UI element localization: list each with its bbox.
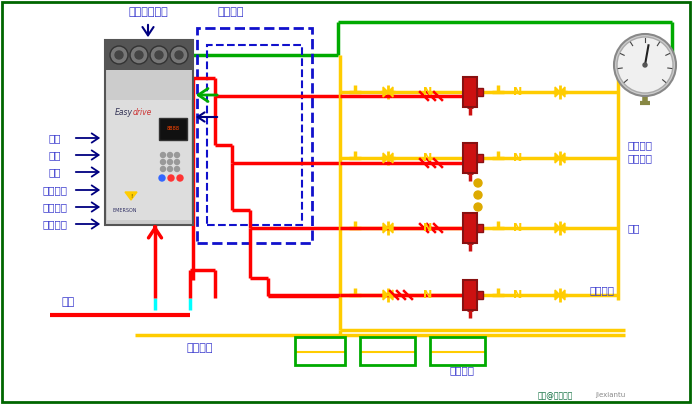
Polygon shape	[383, 223, 393, 233]
Circle shape	[155, 51, 163, 59]
FancyBboxPatch shape	[477, 224, 483, 232]
FancyBboxPatch shape	[477, 88, 483, 96]
Text: 消防: 消防	[48, 167, 62, 177]
Polygon shape	[555, 290, 565, 300]
Circle shape	[174, 152, 179, 158]
FancyBboxPatch shape	[477, 291, 483, 299]
Circle shape	[617, 37, 673, 93]
Text: N: N	[424, 223, 432, 233]
Text: 污水液位: 污水液位	[42, 202, 68, 212]
Polygon shape	[555, 87, 565, 97]
Text: 市电: 市电	[62, 297, 75, 307]
Text: N: N	[513, 87, 522, 97]
Text: 休眠: 休眠	[628, 223, 641, 233]
Polygon shape	[125, 192, 137, 200]
Circle shape	[167, 160, 172, 164]
Text: N: N	[513, 223, 522, 233]
Polygon shape	[383, 153, 393, 163]
Text: 常规供水: 常规供水	[628, 140, 653, 150]
Text: 手动: 手动	[48, 133, 62, 143]
FancyBboxPatch shape	[105, 40, 193, 225]
Circle shape	[174, 160, 179, 164]
FancyBboxPatch shape	[463, 143, 477, 173]
Circle shape	[161, 166, 165, 172]
Text: drive: drive	[133, 108, 152, 117]
Circle shape	[174, 166, 179, 172]
FancyBboxPatch shape	[159, 118, 187, 140]
Polygon shape	[383, 290, 393, 300]
Text: 污水排水: 污水排水	[590, 285, 615, 295]
Circle shape	[643, 63, 647, 67]
Circle shape	[614, 34, 676, 96]
Circle shape	[161, 160, 165, 164]
FancyBboxPatch shape	[463, 280, 477, 310]
Circle shape	[135, 51, 143, 59]
Circle shape	[167, 152, 172, 158]
FancyBboxPatch shape	[105, 40, 193, 70]
FancyBboxPatch shape	[463, 213, 477, 243]
Text: 8888: 8888	[167, 126, 179, 131]
Circle shape	[161, 152, 165, 158]
Text: N: N	[424, 87, 432, 97]
Text: !: !	[130, 194, 132, 200]
Polygon shape	[555, 153, 565, 163]
Text: 压力设定: 压力设定	[42, 219, 68, 229]
FancyBboxPatch shape	[463, 77, 477, 107]
Text: 市政管网: 市政管网	[187, 343, 213, 353]
Text: 污水收集: 污水收集	[450, 365, 475, 375]
Circle shape	[474, 191, 482, 199]
Circle shape	[170, 46, 188, 64]
Text: 压力反馈: 压力反馈	[218, 7, 244, 17]
Text: 消防供水: 消防供水	[628, 153, 653, 163]
Text: 自动: 自动	[48, 150, 62, 160]
Text: 清水液位: 清水液位	[42, 185, 68, 195]
Polygon shape	[555, 223, 565, 233]
Circle shape	[167, 166, 172, 172]
Circle shape	[130, 46, 148, 64]
Circle shape	[150, 46, 168, 64]
Text: 头条@暖通商社: 头条@暖通商社	[537, 391, 573, 400]
Circle shape	[110, 46, 128, 64]
Text: N: N	[424, 153, 432, 163]
Polygon shape	[383, 87, 393, 97]
Text: Easy: Easy	[115, 108, 133, 117]
Circle shape	[168, 175, 174, 181]
Text: N: N	[424, 290, 432, 300]
Text: 供水逻辑控制: 供水逻辑控制	[128, 7, 168, 17]
Circle shape	[159, 175, 165, 181]
Circle shape	[177, 175, 183, 181]
Text: N: N	[513, 290, 522, 300]
FancyBboxPatch shape	[477, 154, 483, 162]
Circle shape	[474, 203, 482, 211]
Text: N: N	[513, 153, 522, 163]
Circle shape	[115, 51, 123, 59]
Circle shape	[175, 51, 183, 59]
Circle shape	[474, 179, 482, 187]
Text: EMERSON: EMERSON	[113, 208, 137, 213]
Text: jiexiantu: jiexiantu	[595, 392, 625, 398]
FancyBboxPatch shape	[107, 100, 191, 220]
